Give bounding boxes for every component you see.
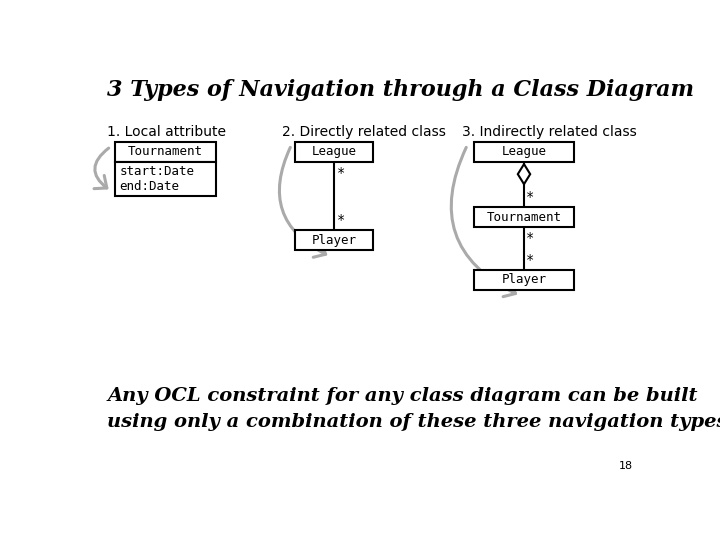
- Text: 1. Local attribute: 1. Local attribute: [107, 125, 226, 139]
- Text: start:Date
end:Date: start:Date end:Date: [120, 165, 194, 193]
- Text: Tournament: Tournament: [127, 145, 202, 158]
- Text: 18: 18: [618, 461, 632, 471]
- Bar: [474, 269, 575, 289]
- Text: 3 Types of Navigation through a Class Diagram: 3 Types of Navigation through a Class Di…: [107, 79, 694, 100]
- Text: League: League: [502, 145, 546, 158]
- Text: *: *: [526, 231, 535, 245]
- Bar: [474, 207, 575, 227]
- Polygon shape: [518, 164, 530, 184]
- Bar: [114, 142, 215, 162]
- Text: Player: Player: [312, 234, 356, 247]
- Text: 2. Directly related class: 2. Directly related class: [282, 125, 446, 139]
- Text: *: *: [336, 166, 345, 180]
- FancyArrowPatch shape: [94, 148, 109, 188]
- Text: League: League: [312, 145, 356, 158]
- Text: Any OCL constraint for any class diagram can be built: Any OCL constraint for any class diagram…: [107, 387, 698, 404]
- Text: Tournament: Tournament: [487, 211, 562, 224]
- Text: Player: Player: [502, 273, 546, 286]
- FancyArrowPatch shape: [279, 147, 325, 257]
- Bar: [474, 142, 575, 162]
- Text: 3. Indirectly related class: 3. Indirectly related class: [462, 125, 636, 139]
- Bar: [295, 231, 373, 251]
- FancyArrowPatch shape: [451, 147, 516, 296]
- Bar: [114, 162, 215, 195]
- Text: *: *: [336, 213, 345, 227]
- Text: *: *: [526, 190, 535, 204]
- Text: *: *: [526, 253, 535, 267]
- Text: using only a combination of these three navigation types: using only a combination of these three …: [107, 413, 720, 431]
- Bar: [295, 142, 373, 162]
